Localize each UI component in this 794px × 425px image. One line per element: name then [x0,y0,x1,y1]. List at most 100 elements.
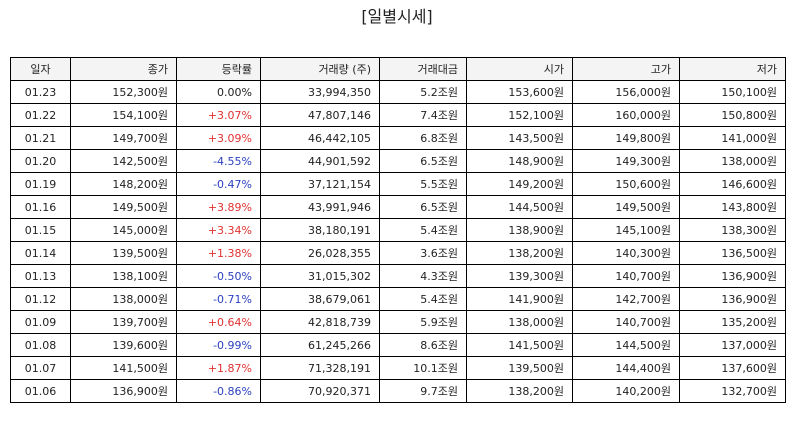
cell-date: 01.06 [10,379,71,403]
page-title: [일별시세] [361,7,433,26]
cell-low: 138,000원 [679,149,786,173]
cell-change: +3.89% [176,195,261,219]
cell-volume: 46,442,105 [260,126,380,150]
cell-high: 140,700원 [572,264,680,288]
cell-amount: 6.8조원 [379,126,467,150]
table-row: 01.13 138,100원 -0.50% 31,015,302 4.3조원 139,30… [10,264,786,288]
cell-low: 143,800원 [679,195,786,219]
cell-change: +3.34% [176,218,261,242]
cell-close: 139,600원 [70,333,177,357]
table-row: 01.16 149,500원 +3.89% 43,991,946 6.5조원 144,50… [10,195,786,219]
cell-volume: 71,328,191 [260,356,380,380]
cell-date: 01.07 [10,356,71,380]
cell-volume: 26,028,355 [260,241,380,265]
cell-date: 01.13 [10,264,71,288]
cell-date: 01.09 [10,310,71,334]
header-close: 종가 [70,57,177,81]
cell-volume: 43,991,946 [260,195,380,219]
cell-change: +3.07% [176,103,261,127]
table-row: 01.22 154,100원 +3.07% 47,807,146 7.4조원 152,10… [10,103,786,127]
cell-amount: 5.4조원 [379,287,467,311]
cell-high: 145,100원 [572,218,680,242]
cell-date: 01.20 [10,149,71,173]
cell-high: 140,700원 [572,310,680,334]
cell-amount: 3.6조원 [379,241,467,265]
cell-low: 136,900원 [679,264,786,288]
table-row: 01.20 142,500원 -4.55% 44,901,592 6.5조원 148,90… [10,149,786,173]
cell-close: 141,500원 [70,356,177,380]
cell-high: 144,500원 [572,333,680,357]
cell-date: 01.23 [10,80,71,104]
cell-open: 141,900원 [466,287,573,311]
cell-open: 148,900원 [466,149,573,173]
cell-change: 0.00% [176,80,261,104]
cell-open: 144,500원 [466,195,573,219]
cell-high: 149,800원 [572,126,680,150]
cell-open: 149,200원 [466,172,573,196]
cell-close: 138,100원 [70,264,177,288]
cell-low: 136,900원 [679,287,786,311]
table-body: 01.23 152,300원 0.00% 33,994,350 5.2조원 153,600… [10,80,786,403]
cell-amount: 5.9조원 [379,310,467,334]
cell-volume: 47,807,146 [260,103,380,127]
table-row: 01.23 152,300원 0.00% 33,994,350 5.2조원 153,600… [10,80,786,104]
cell-open: 138,900원 [466,218,573,242]
cell-amount: 10.1조원 [379,356,467,380]
table-row: 01.14 139,500원 +1.38% 26,028,355 3.6조원 138,20… [10,241,786,265]
cell-high: 149,300원 [572,149,680,173]
cell-close: 138,000원 [70,287,177,311]
cell-volume: 44,901,592 [260,149,380,173]
cell-high: 156,000원 [572,80,680,104]
cell-low: 146,600원 [679,172,786,196]
cell-close: 154,100원 [70,103,177,127]
header-low: 저가 [679,57,786,81]
header-volume: 거래량 (주) [260,57,380,81]
cell-low: 132,700원 [679,379,786,403]
cell-date: 01.08 [10,333,71,357]
cell-open: 139,500원 [466,356,573,380]
cell-change: -4.55% [176,149,261,173]
daily-price-table: 일자 종가 등락률 거래량 (주) 거래대금 시가 고가 저가 01.23 152… [10,57,786,403]
cell-date: 01.22 [10,103,71,127]
cell-change: +3.09% [176,126,261,150]
cell-volume: 70,920,371 [260,379,380,403]
table-row: 01.21 149,700원 +3.09% 46,442,105 6.8조원 143,50… [10,126,786,150]
cell-open: 139,300원 [466,264,573,288]
cell-volume: 61,245,266 [260,333,380,357]
cell-high: 150,600원 [572,172,680,196]
cell-low: 150,800원 [679,103,786,127]
cell-close: 139,700원 [70,310,177,334]
cell-amount: 5.5조원 [379,172,467,196]
cell-high: 140,300원 [572,241,680,265]
cell-date: 01.12 [10,287,71,311]
cell-open: 153,600원 [466,80,573,104]
header-open: 시가 [466,57,573,81]
cell-open: 152,100원 [466,103,573,127]
cell-amount: 6.5조원 [379,149,467,173]
table-row: 01.08 139,600원 -0.99% 61,245,266 8.6조원 141,50… [10,333,786,357]
cell-high: 149,500원 [572,195,680,219]
cell-close: 152,300원 [70,80,177,104]
cell-amount: 7.4조원 [379,103,467,127]
cell-amount: 8.6조원 [379,333,467,357]
cell-date: 01.19 [10,172,71,196]
cell-volume: 38,679,061 [260,287,380,311]
cell-volume: 31,015,302 [260,264,380,288]
header-amount: 거래대금 [379,57,467,81]
cell-low: 138,300원 [679,218,786,242]
cell-close: 149,500원 [70,195,177,219]
cell-amount: 5.2조원 [379,80,467,104]
header-date: 일자 [10,57,71,81]
cell-close: 149,700원 [70,126,177,150]
table-row: 01.09 139,700원 +0.64% 42,818,739 5.9조원 138,00… [10,310,786,334]
cell-volume: 37,121,154 [260,172,380,196]
cell-high: 140,200원 [572,379,680,403]
table-row: 01.15 145,000원 +3.34% 38,180,191 5.4조원 138,90… [10,218,786,242]
cell-close: 148,200원 [70,172,177,196]
table-row: 01.06 136,900원 -0.86% 70,920,371 9.7조원 138,20… [10,379,786,403]
header-change: 등락률 [176,57,261,81]
cell-low: 141,000원 [679,126,786,150]
cell-low: 135,200원 [679,310,786,334]
cell-low: 137,000원 [679,333,786,357]
cell-open: 141,500원 [466,333,573,357]
